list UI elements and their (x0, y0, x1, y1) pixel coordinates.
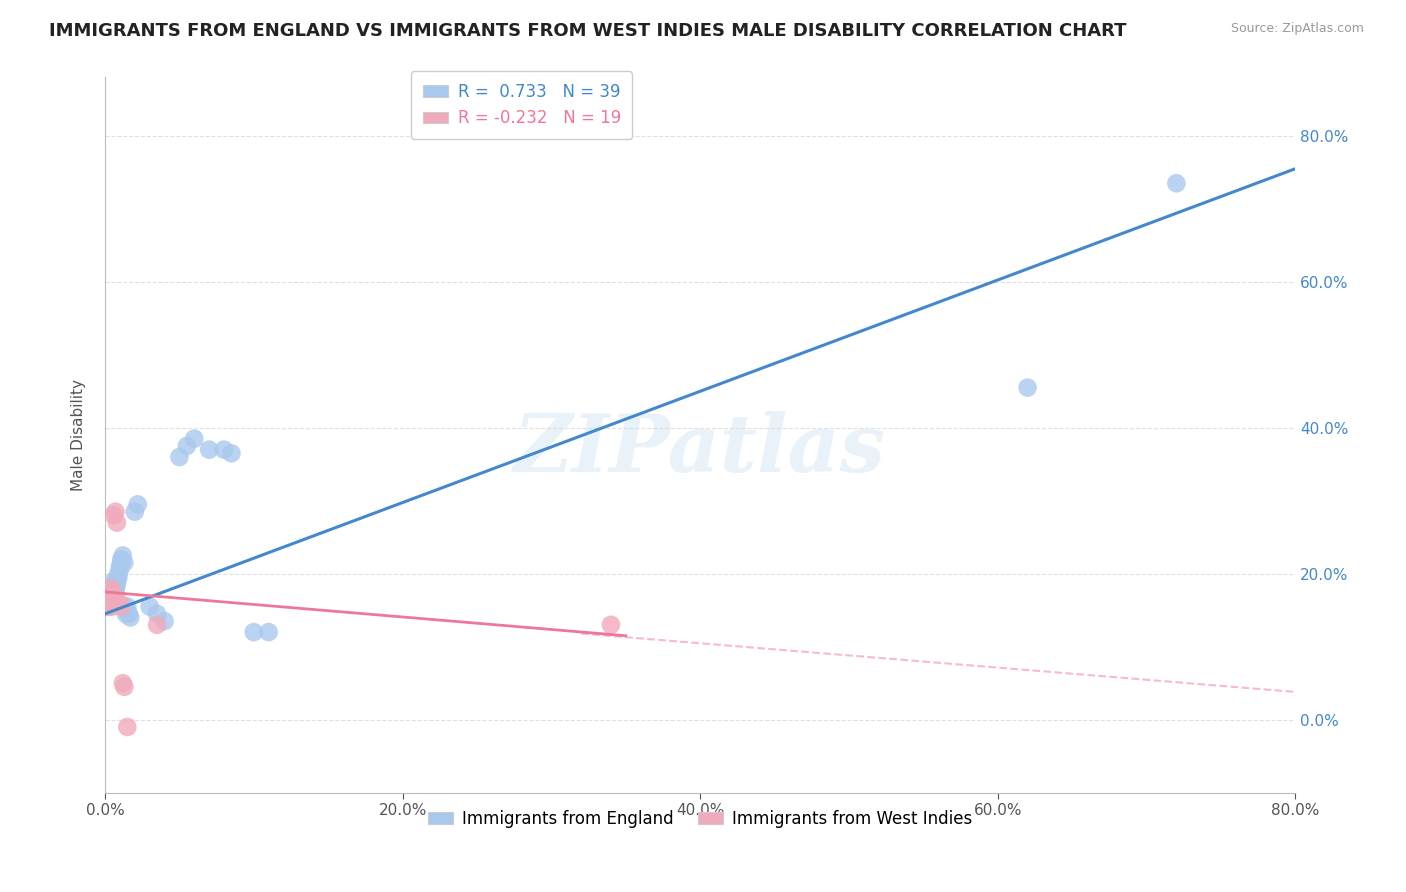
Point (221, 446, 243, 460)
Point (183, 432, 205, 446)
Point (1017, 381, 1039, 395)
Point (104, 582, 127, 596)
Point (100, 589, 122, 603)
Point (98, 599, 121, 614)
Point (105, 577, 128, 591)
Point (1166, 176, 1188, 190)
Point (101, 585, 124, 599)
Point (112, 556, 135, 570)
Point (108, 596, 131, 610)
Point (98, 592, 121, 607)
Point (127, 497, 149, 511)
Point (103, 574, 125, 588)
Point (100, 582, 122, 596)
Point (98, 596, 121, 610)
Point (100, 585, 122, 599)
Point (104, 505, 127, 519)
Point (138, 599, 160, 614)
Point (110, 599, 132, 614)
Point (112, 680, 135, 694)
Point (101, 592, 124, 607)
Point (110, 556, 132, 570)
Point (101, 582, 124, 596)
Point (198, 442, 221, 457)
Point (110, 552, 132, 566)
Y-axis label: Male Disability: Male Disability (72, 379, 86, 491)
Point (120, 610, 142, 624)
Point (118, 607, 141, 621)
Point (111, 676, 134, 690)
Point (112, 599, 135, 614)
Point (153, 614, 176, 628)
Point (124, 505, 146, 519)
Text: Source: ZipAtlas.com: Source: ZipAtlas.com (1230, 22, 1364, 36)
Point (243, 625, 266, 640)
Point (103, 589, 125, 603)
Point (146, 617, 169, 632)
Legend: Immigrants from England, Immigrants from West Indies: Immigrants from England, Immigrants from… (422, 803, 979, 834)
Point (111, 549, 134, 563)
Point (600, 617, 623, 632)
Point (97, 592, 120, 607)
Point (97, 599, 120, 614)
Point (107, 566, 129, 581)
Point (104, 585, 127, 599)
Point (105, 516, 128, 530)
Point (103, 577, 125, 591)
Text: ZIPatlas: ZIPatlas (515, 410, 886, 488)
Point (146, 607, 169, 621)
Point (114, 607, 136, 621)
Point (257, 625, 280, 640)
Point (96, 589, 118, 603)
Point (105, 574, 128, 588)
Point (107, 570, 129, 584)
Point (108, 563, 131, 577)
Text: IMMIGRANTS FROM ENGLAND VS IMMIGRANTS FROM WEST INDIES MALE DISABILITY CORRELATI: IMMIGRANTS FROM ENGLAND VS IMMIGRANTS FR… (49, 22, 1126, 40)
Point (117, 720, 139, 734)
Point (176, 439, 198, 453)
Point (169, 450, 191, 464)
Point (117, 599, 139, 614)
Point (103, 508, 125, 523)
Point (108, 559, 131, 574)
Point (101, 599, 124, 614)
Point (212, 442, 235, 457)
